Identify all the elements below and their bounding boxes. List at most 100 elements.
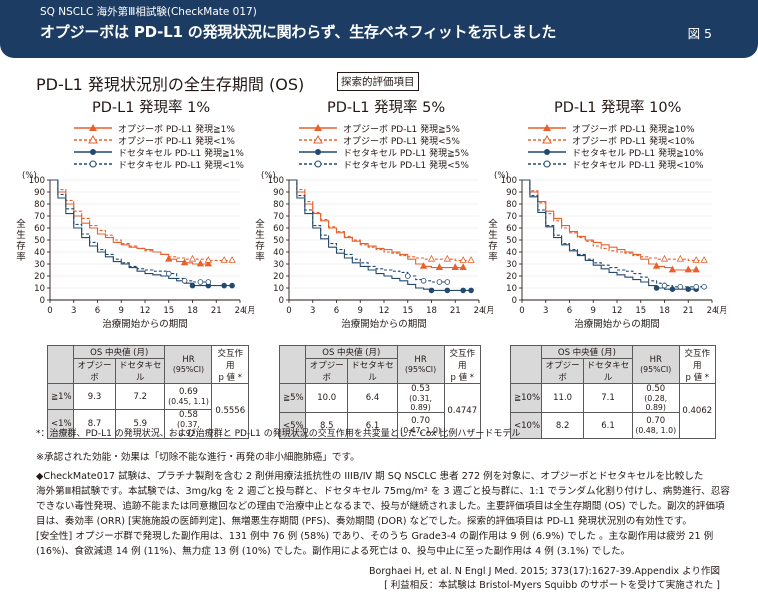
y-tick-label: 30 [506,260,517,270]
os-table-1: OS 中央値 (月) HR (95%CI) 交互作用 p 値 * オプジーボ ドセタ… [47,345,249,439]
body-line: ◆CheckMate017 試験は、プラチナ製剤を含む 2 剤併用療法抵抗性の … [36,471,704,482]
x-tick-label: 0 [519,306,524,316]
x-tick-label: 24 [235,306,246,316]
km-chart: 0 10 20 30 40 50 60 70 80 90 100 0 3 6 9 12 15 18 21 24 (%) (… [16,171,254,330]
page-title: PD-L1 発現状況別の全生存期間 (OS) [36,75,305,94]
x-tick-label: 15 [163,306,174,316]
sponsor-note: [ 利益相反：本試験は Bristol-Myers Squibb のサポートを受… [384,580,720,591]
body-line: 目は、奏効率 (ORR) [実施施設の医師判定]、無増悪生存期間 (PFS)、奏… [36,516,692,527]
x-tick-label: 18 [659,306,670,316]
table-cell: 0.58 (0.37, 0.92) [164,409,213,439]
legend-swatch-opdivo-high [299,124,337,131]
table-corner [279,345,306,384]
y-tick-label: 80 [34,200,45,210]
censor-marker [700,256,708,263]
y-axis-label: 率 [255,251,265,263]
y-axis-label: 全 [255,218,265,230]
censor-marker [419,262,428,269]
table-cell: 0.53 (0.31, 0.89) [396,383,445,413]
os-table-3: OS 中央値 (月) HR (95%CI) 交互作用 p 値 * オプジーボ ドセタ… [509,345,717,439]
table-header: OS 中央値 (月) [72,345,166,359]
y-axis-label: 生 [255,229,265,241]
hr-value: 0.70 [411,416,431,426]
censor-marker [204,259,213,267]
censor-marker [459,256,467,263]
legend-label: ドセタキセル PD-L1 発現<1% [118,161,244,171]
censor-marker [196,259,205,267]
table-header: ドセタキセル [583,358,633,384]
km-curve-series-1 [522,179,705,261]
legend-label: オプジーボ PD-L1 発現<1% [118,137,235,147]
x-tick-label: 0 [47,306,52,316]
x-axis-label: 治療開始からの期間 [341,318,427,330]
y-axis-label: 生 [488,229,498,241]
y-axis-label: 生 [16,229,26,241]
figure-label: 図 5 [687,26,712,41]
y-unit-label: (%) [22,171,37,181]
os-table-2: OS 中央値 (月) HR (95%CI) 交互作用 p 値 * オプジーボ ドセタ… [279,345,482,439]
x-tick-label: 21 [450,306,461,316]
row-label: ≧5% [279,383,306,413]
body-line: 海外第Ⅲ相試験です。本試験では、3mg/kg を 2 週ごと投与群と、ドセタキセ… [36,486,730,497]
x-tick-label: 9 [358,306,363,316]
table-cell: 0.70 (0.48, 1.0) [631,412,680,439]
censor-marker [685,286,692,292]
censor-marker [668,265,677,273]
censor-marker [420,278,427,284]
y-unit-label: (%) [494,171,509,181]
y-tick-label: 0 [279,296,284,306]
legend-swatch-opdivo-low [74,135,112,144]
y-tick-label: 60 [34,224,45,234]
legend-swatch-opdivo-high [528,124,566,131]
table-cell: 9.3 [73,383,116,410]
y-axis-label: 存 [16,240,26,252]
y-tick-label: 70 [273,212,284,222]
legend-label: ドセタキセル PD-L1 発現≧1% [118,149,244,159]
footnote-interaction: *：治療群、PD-L1 の発現状況、および治療群と PD-L1 の発現状況の交互… [36,429,521,439]
x-tick-label: 18 [426,306,437,316]
censor-marker [404,273,411,279]
censor-marker [460,287,466,294]
header-subtitle: SQ NSCLC 海外第Ⅲ相試験(CheckMate 017) [40,6,257,18]
table-header: オプジーボ [304,358,349,384]
y-tick-label: 10 [273,284,284,294]
x-tick-label: 12 [379,306,390,316]
y-tick-label: 50 [506,236,517,246]
x-tick-label: 6 [567,306,572,316]
km-curve-series-2 [522,179,697,290]
x-tick-label: 3 [543,306,548,316]
km-curve-series-1 [289,179,472,261]
interaction-label: 交互作用 [217,348,243,371]
y-tick-label: 100 [501,176,517,186]
y-tick-label: 0 [40,296,45,306]
km-curve-series-1 [50,179,233,261]
censor-marker [652,262,661,269]
row-label: <5% [279,412,306,439]
legend-swatch-docetaxel-low [74,160,112,168]
table-cell: 6.1 [583,412,633,439]
y-tick-label: 90 [34,188,45,198]
censor-marker [220,256,228,263]
censor-marker [165,254,173,262]
y-tick-label: 90 [273,188,284,198]
censor-marker [436,279,443,285]
y-tick-label: 30 [34,260,45,270]
table-header: 交互作用 p 値 * [211,345,249,384]
table-header: ドセタキセル [347,358,398,384]
censor-marker [692,256,700,263]
km-curve-series-0 [289,179,464,269]
km-curve-series-2 [50,179,233,287]
table-header: HR (95%CI) [631,345,680,384]
hr-value: 0.58 [179,410,198,420]
censor-marker [165,270,172,277]
table-cell: 0.5556 [211,383,249,439]
footnote-indication: ※承認された効能・効果は「切除不能な進行・再発の非小細胞肺癌」です。 [36,452,360,463]
legend-swatch-docetaxel-high [528,149,566,155]
body-line: (16%)、食欲減退 14 例 (11%)、無力症 13 例 (10%) でした… [36,546,631,557]
y-axis-label: 全 [16,218,26,230]
table-header: 交互作用 p 値 * [678,345,717,384]
y-tick-label: 90 [506,188,517,198]
legend-label: ドセタキセル PD-L1 発現≧5% [343,149,469,159]
table-header: HR (95%CI) [396,345,445,384]
header-title: オプジーボは PD-L1 の発現状況に関わらず、生存ベネフィットを示しました [40,23,557,41]
